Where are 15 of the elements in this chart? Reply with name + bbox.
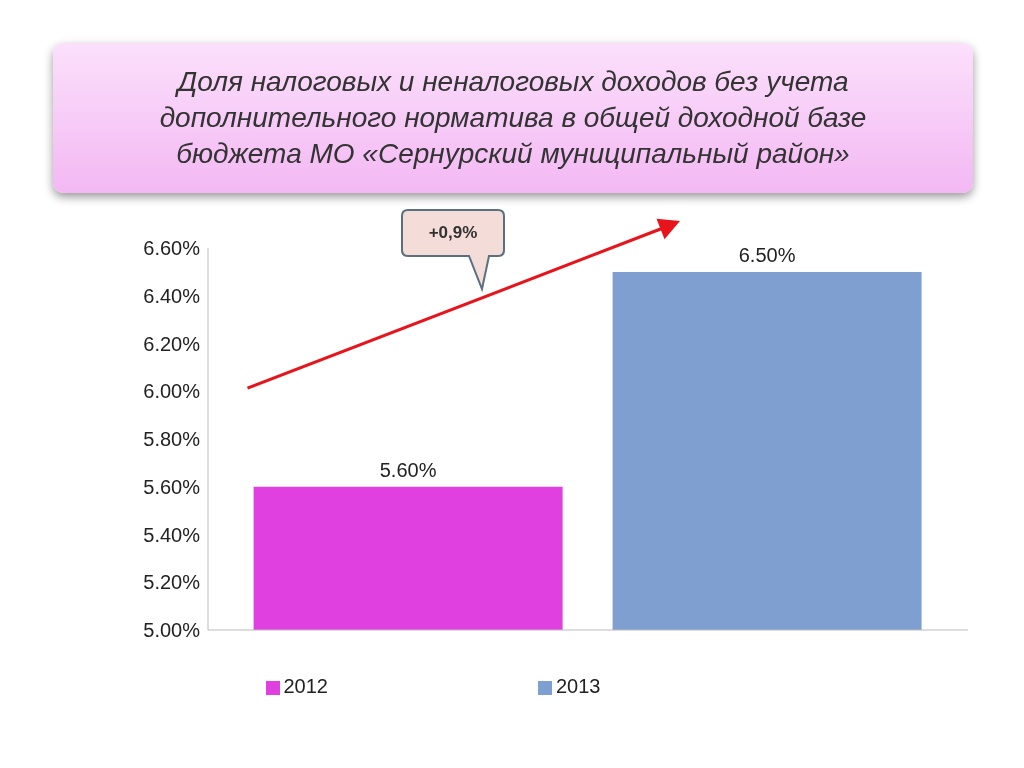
y-tick-label: 5.80% [143, 428, 201, 451]
data-label: 6.50% [738, 243, 796, 266]
y-tick-label: 6.60% [143, 237, 201, 260]
chart-title: Доля налоговых и неналоговых доходов без учета дополнительного норматива в общей доходной базе бюджета МО «Сернурский муниципальный район» [158, 65, 868, 171]
y-tick-label: 5.00% [143, 619, 201, 642]
legend-label: 2013 [556, 675, 601, 697]
text: +0,9% [427, 222, 479, 244]
y-tick-label: 6.40% [143, 284, 201, 307]
y-tick-label: 6.20% [143, 332, 201, 355]
legend-label: 2012 [283, 675, 328, 697]
data-label: 5.60% [379, 458, 437, 481]
y-tick-label: 6.00% [143, 380, 201, 403]
y-tick-label: 5.60% [143, 475, 201, 498]
y-tick-label: 5.40% [143, 523, 201, 546]
y-tick-label: 5.20% [143, 571, 201, 594]
